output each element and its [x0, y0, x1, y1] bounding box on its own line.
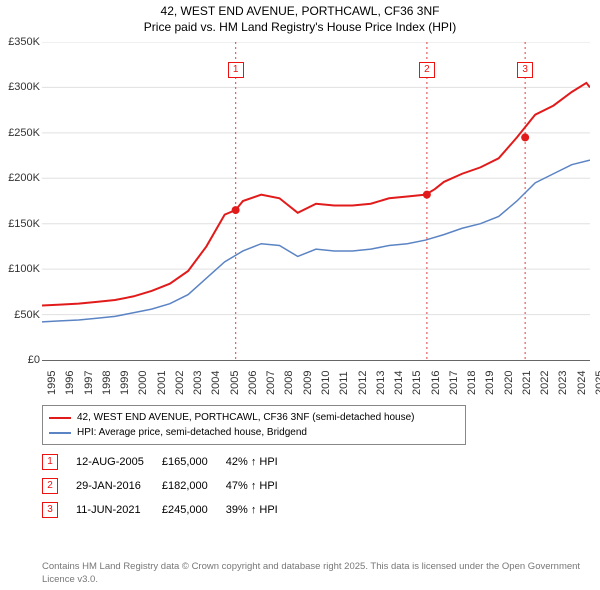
- y-axis-label: £150K: [8, 218, 40, 230]
- x-axis-label: 2017: [448, 371, 460, 395]
- x-axis-label: 2010: [320, 371, 332, 395]
- y-axis-label: £50K: [14, 309, 40, 321]
- x-axis-label: 2008: [283, 371, 295, 395]
- chart-title: 42, WEST END AVENUE, PORTHCAWL, CF36 3NF…: [0, 0, 600, 35]
- x-axis-label: 2021: [521, 371, 533, 395]
- x-axis-label: 2001: [156, 371, 168, 395]
- sale-pct: 39% ↑ HPI: [226, 498, 296, 522]
- x-axis-label: 2019: [484, 371, 496, 395]
- sale-pct: 42% ↑ HPI: [226, 450, 296, 474]
- sale-tag: 3: [42, 502, 58, 518]
- y-axis-label: £350K: [8, 36, 40, 48]
- x-axis-label: 1998: [101, 371, 113, 395]
- y-axis-label: £250K: [8, 127, 40, 139]
- x-axis-label: 1996: [64, 371, 76, 395]
- x-axis-label: 2013: [375, 371, 387, 395]
- x-axis-label: 2020: [503, 371, 515, 395]
- sale-row: 2 29-JAN-2016 £182,000 47% ↑ HPI: [42, 474, 296, 498]
- sale-tag: 2: [42, 478, 58, 494]
- x-axis-label: 2018: [466, 371, 478, 395]
- sale-date: 29-JAN-2016: [76, 474, 162, 498]
- legend-label: HPI: Average price, semi-detached house,…: [77, 425, 307, 440]
- legend-item: HPI: Average price, semi-detached house,…: [49, 425, 459, 440]
- data-credit: Contains HM Land Registry data © Crown c…: [42, 561, 582, 586]
- x-axis-label: 2024: [576, 371, 588, 395]
- x-axis-label: 2006: [247, 371, 259, 395]
- marker-tag: 1: [228, 62, 244, 78]
- marker-tag: 3: [517, 62, 533, 78]
- x-axis-label: 1995: [46, 371, 58, 395]
- sale-price: £182,000: [162, 474, 226, 498]
- x-axis-label: 2016: [430, 371, 442, 395]
- legend-item: 42, WEST END AVENUE, PORTHCAWL, CF36 3NF…: [49, 410, 459, 425]
- x-axis-label: 2007: [265, 371, 277, 395]
- sale-price: £245,000: [162, 498, 226, 522]
- y-axis-label: £0: [28, 354, 40, 366]
- x-axis-label: 2011: [338, 371, 350, 395]
- sale-price: £165,000: [162, 450, 226, 474]
- x-axis-label: 2015: [411, 371, 423, 395]
- title-address: 42, WEST END AVENUE, PORTHCAWL, CF36 3NF: [0, 4, 600, 20]
- x-axis-label: 2000: [137, 371, 149, 395]
- x-axis-label: 2025: [594, 371, 600, 395]
- y-axis-label: £200K: [8, 172, 40, 184]
- sale-date: 12-AUG-2005: [76, 450, 162, 474]
- y-axis-label: £300K: [8, 81, 40, 93]
- legend: 42, WEST END AVENUE, PORTHCAWL, CF36 3NF…: [42, 405, 466, 445]
- x-axis-label: 2023: [557, 371, 569, 395]
- legend-swatch: [49, 417, 71, 419]
- marker-tag: 2: [419, 62, 435, 78]
- sale-row: 1 12-AUG-2005 £165,000 42% ↑ HPI: [42, 450, 296, 474]
- sale-pct: 47% ↑ HPI: [226, 474, 296, 498]
- title-subtitle: Price paid vs. HM Land Registry's House …: [0, 20, 600, 36]
- x-axis-label: 1997: [83, 371, 95, 395]
- x-axis-label: 2003: [192, 371, 204, 395]
- legend-swatch: [49, 432, 71, 434]
- legend-label: 42, WEST END AVENUE, PORTHCAWL, CF36 3NF…: [77, 410, 415, 425]
- sale-tag: 1: [42, 454, 58, 470]
- x-axis-label: 2002: [174, 371, 186, 395]
- x-axis-label: 2004: [210, 371, 222, 395]
- sale-date: 11-JUN-2021: [76, 498, 162, 522]
- x-axis-label: 2009: [302, 371, 314, 395]
- plot-area: [42, 42, 590, 361]
- sale-row: 3 11-JUN-2021 £245,000 39% ↑ HPI: [42, 498, 296, 522]
- chart-container: 42, WEST END AVENUE, PORTHCAWL, CF36 3NF…: [0, 0, 600, 590]
- x-axis-label: 2012: [357, 371, 369, 395]
- x-axis-label: 1999: [119, 371, 131, 395]
- x-axis-label: 2005: [229, 371, 241, 395]
- x-axis-label: 2022: [539, 371, 551, 395]
- x-axis-label: 2014: [393, 371, 405, 395]
- sales-table: 1 12-AUG-2005 £165,000 42% ↑ HPI2 29-JAN…: [42, 450, 296, 522]
- y-axis-label: £100K: [8, 263, 40, 275]
